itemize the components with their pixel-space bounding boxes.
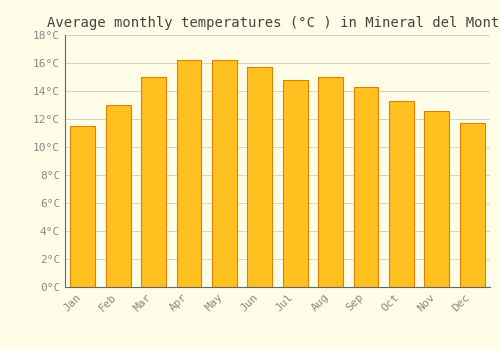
- Bar: [212, 60, 237, 287]
- Bar: [318, 77, 343, 287]
- Title: Average monthly temperatures (°C ) in Mineral del Monte: Average monthly temperatures (°C ) in Mi…: [47, 16, 500, 30]
- Bar: [141, 77, 166, 287]
- Bar: [389, 101, 414, 287]
- Bar: [248, 67, 272, 287]
- Bar: [283, 80, 308, 287]
- Bar: [70, 126, 95, 287]
- Bar: [106, 105, 130, 287]
- Bar: [176, 60, 202, 287]
- Bar: [354, 87, 378, 287]
- Bar: [424, 111, 450, 287]
- Bar: [460, 123, 484, 287]
